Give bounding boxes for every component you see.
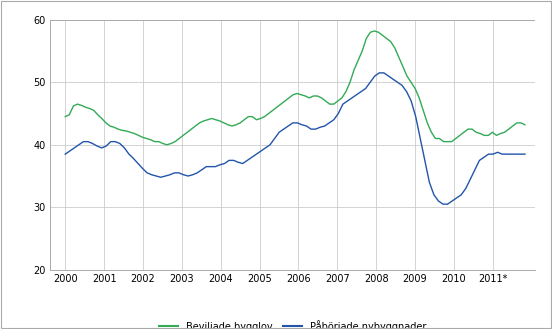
Legend: Beviljade bygglov, Påbörjade nybyggnader: Beviljade bygglov, Påbörjade nybyggnader [156,317,429,329]
Påbörjade nybyggnader [148,173,155,177]
Påbörjade nybyggnader [271,137,278,140]
Beviljade bygglov [192,124,199,128]
Line: Påbörjade nybyggnader: Påbörjade nybyggnader [65,73,525,204]
Påbörjade nybyggnader [62,152,68,156]
Beviljade bygglov [115,127,121,131]
Påbörjade nybyggnader [390,77,396,81]
Påbörjade nybyggnader [440,202,447,206]
Påbörjade nybyggnader [376,71,383,75]
Beviljade bygglov [245,114,252,118]
Påbörjade nybyggnader [467,177,474,181]
Beviljade bygglov [163,143,170,147]
Påbörjade nybyggnader [522,152,528,156]
Beviljade bygglov [196,121,203,125]
Beviljade bygglov [363,37,370,40]
Påbörjade nybyggnader [162,174,169,178]
Beviljade bygglov [371,29,378,33]
Beviljade bygglov [62,114,68,118]
Line: Beviljade bygglov: Beviljade bygglov [65,31,525,145]
Beviljade bygglov [420,109,427,113]
Påbörjade nybyggnader [426,180,433,184]
Beviljade bygglov [522,123,528,127]
